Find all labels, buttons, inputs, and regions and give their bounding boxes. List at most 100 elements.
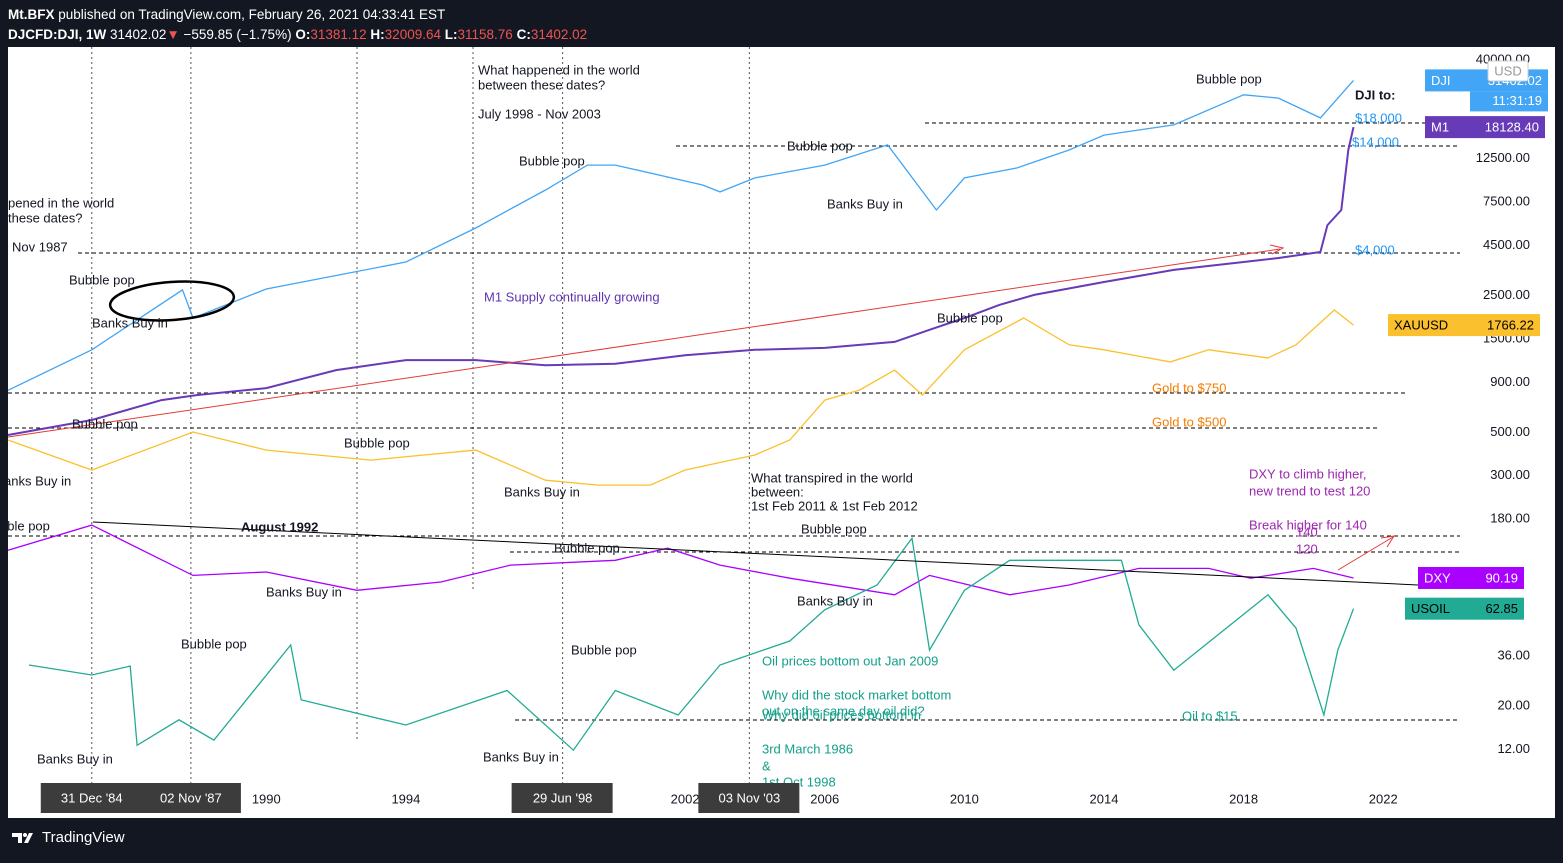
x-tick-label: 2002	[671, 791, 700, 806]
date-box	[511, 783, 613, 813]
y-tick-label: 36.00	[1497, 647, 1530, 662]
annotation: Bubble pop	[519, 153, 585, 168]
annotation: Nov 1987	[12, 239, 68, 254]
footer: TradingView	[10, 829, 125, 846]
y-tick-label: 4500.00	[1483, 237, 1530, 252]
annotation: 120	[1296, 541, 1318, 556]
arrow-head	[1269, 244, 1285, 255]
annotation: Oil prices bottom out Jan 2009	[762, 653, 938, 668]
series-line	[28, 536, 1355, 752]
annotation: $18,000	[1355, 110, 1402, 125]
header: Mt.BFX published on TradingView.com, Feb…	[8, 5, 587, 45]
date-box	[40, 783, 142, 813]
direction: ▼	[166, 27, 180, 42]
annotation: Gold to $750	[1152, 380, 1226, 395]
ohlc-value: 32009.64	[384, 27, 441, 42]
y-tick-label: 7500.00	[1483, 194, 1530, 209]
annotation: Bubble pop	[69, 272, 135, 287]
annotation: Banks Buy in	[797, 593, 873, 608]
publisher: Mt.BFX	[8, 7, 55, 22]
annotation: DXY to climb higher,	[1249, 466, 1367, 481]
labels-group: 40000.0012500.007500.004500.002500.00150…	[0, 51, 1548, 813]
annotation: Bubble pop	[181, 636, 247, 651]
annotation: Banks Buy in	[827, 196, 903, 211]
x-tick-label: 1994	[391, 791, 420, 806]
annotation: 1st Feb 2011 & 1st Feb 2012	[751, 498, 918, 513]
ohlc: O:31381.12 H:32009.64 L:31158.76 C:31402…	[295, 27, 587, 42]
y-tick-label: 300.00	[1490, 467, 1530, 482]
ohlc-label: L:	[444, 27, 458, 42]
y-tick-label: 500.00	[1490, 424, 1530, 439]
annotation: &	[762, 758, 771, 773]
price-tag-name: USOIL	[1411, 601, 1450, 616]
date-label: 03 Nov '03	[718, 790, 780, 805]
annotation: August 1992	[241, 519, 318, 534]
symbol-line: DJCFD:DJI, 1W 31402.02▼ −559.85 (−1.75%)…	[8, 25, 587, 45]
x-tick-label: 2022	[1369, 791, 1398, 806]
x-tick-label: 2014	[1090, 791, 1119, 806]
price-tag-value: 62.85	[1485, 601, 1518, 616]
annotation: Bubble pop	[344, 435, 410, 450]
x-tick-label: 1990	[252, 791, 281, 806]
ohlc-label: H:	[370, 27, 385, 42]
symbol: DJCFD:DJI, 1W	[8, 27, 107, 42]
annotation: 140	[1296, 524, 1318, 539]
annotation: Banks Buy in	[37, 751, 113, 766]
annotation: Bubble pop	[72, 416, 138, 431]
ohlc-value: 31158.76	[457, 27, 513, 42]
annotation: between these dates?	[478, 77, 605, 92]
annotation: Bubble pop	[937, 310, 1003, 325]
y-tick-label: 20.00	[1497, 697, 1530, 712]
annotation: these dates?	[8, 210, 82, 225]
date-label: 02 Nov '87	[160, 790, 222, 805]
price-tag-value: 90.19	[1485, 570, 1518, 585]
date-box	[698, 783, 800, 813]
chart-area	[8, 47, 1555, 818]
y-tick-label: 2500.00	[1483, 287, 1530, 302]
vertical-guides	[356, 47, 474, 740]
price-tag	[1418, 566, 1524, 589]
annotation: Gold to $500	[1152, 414, 1226, 429]
x-tick-label: 2006	[810, 791, 839, 806]
currency: USD	[1494, 63, 1521, 78]
x-tick-label: 2018	[1229, 791, 1258, 806]
trend-line	[92, 521, 1461, 588]
y-tick-label: 900.00	[1490, 374, 1530, 389]
annotation: $4,000	[1355, 242, 1395, 257]
annotation: M1 Supply continually growing	[484, 289, 660, 304]
date-box	[139, 783, 241, 813]
trend-arrow	[7, 248, 1281, 438]
annotation: Banks Buy in	[483, 749, 559, 764]
last: 31402.02	[110, 27, 167, 42]
date-label: 29 Jun '98	[533, 790, 593, 805]
change: −559.85 (−1.75%)	[183, 27, 292, 42]
annotation: Bubble pop	[571, 642, 637, 657]
logo	[12, 832, 33, 843]
annotation: pened in the world	[8, 195, 114, 210]
price-tag-name: DJI	[1431, 73, 1451, 88]
ohlc-value: 31381.12	[310, 27, 367, 42]
annotation: What transpired in the world	[751, 470, 913, 485]
published: published on TradingView.com, February 2…	[58, 7, 446, 22]
series-line	[7, 126, 1355, 436]
price-tag-name: DXY	[1424, 570, 1451, 585]
brand: TradingView	[42, 829, 125, 846]
y-tick-label: 12.00	[1497, 741, 1530, 756]
annotation: between:	[751, 484, 804, 499]
price-tag	[1405, 597, 1524, 620]
price-tag	[1425, 116, 1545, 139]
annotation: What happened in the world	[478, 62, 640, 77]
date-label: 31 Dec '84	[61, 790, 123, 805]
annotation: Bubble pop	[1196, 71, 1262, 86]
annotation: Banks Buy in	[504, 484, 580, 499]
price-tag-name: XAUUSD	[1394, 318, 1448, 333]
price-tag-name: M1	[1431, 120, 1449, 135]
currency-box	[1487, 60, 1529, 82]
annotation: new trend to test 120	[1249, 483, 1370, 498]
ohlc-label: C:	[516, 27, 531, 42]
series-line	[7, 309, 1354, 486]
annotation: out on the same day oil did?	[762, 703, 925, 718]
y-tick-label: 12500.00	[1476, 150, 1530, 165]
